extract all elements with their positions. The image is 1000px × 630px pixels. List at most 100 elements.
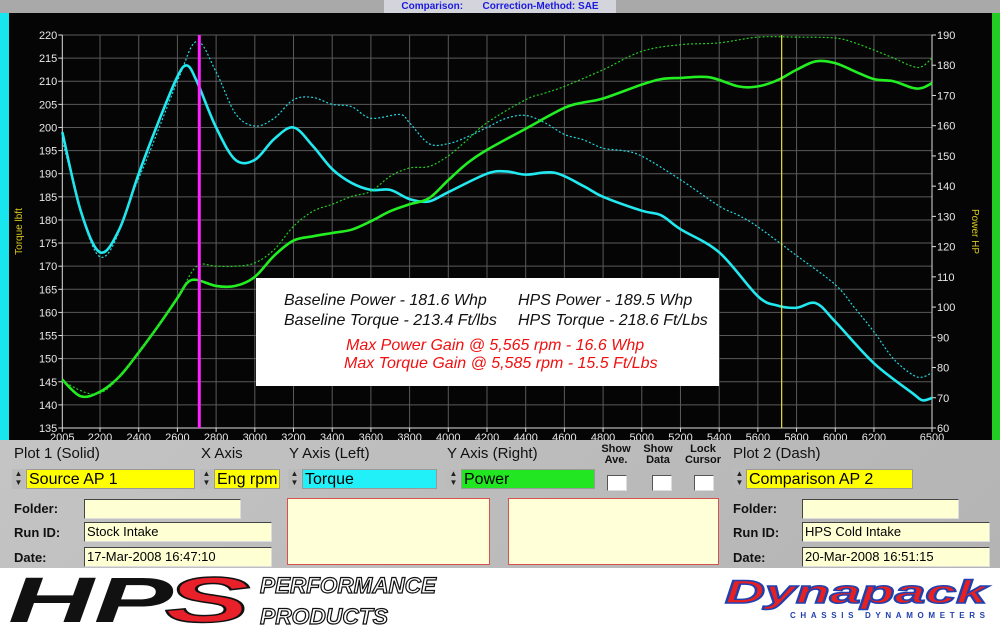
x-tick-label: 4600 bbox=[552, 432, 576, 440]
svg-text:CHASSIS DYNAMOMETERS: CHASSIS DYNAMOMETERS bbox=[790, 611, 986, 620]
x-tick-label: 2200 bbox=[88, 432, 112, 440]
plot2-folder-field[interactable] bbox=[802, 499, 959, 519]
x-tick-label: 3800 bbox=[397, 432, 421, 440]
y-left-tick-label: 155 bbox=[39, 331, 57, 343]
x-tick-label: 3000 bbox=[243, 432, 267, 440]
show-ave-checkbox[interactable] bbox=[607, 475, 627, 491]
baseline-torque: Baseline Torque - 213.4 Ft/lbs bbox=[284, 312, 497, 329]
y-right-tick-label: 190 bbox=[937, 30, 955, 42]
x-tick-label: 6000 bbox=[823, 432, 847, 440]
svg-text:S: S bbox=[165, 568, 251, 630]
series-power-dash bbox=[62, 36, 933, 395]
y-right-tick-label: 170 bbox=[937, 90, 955, 102]
plot2-select[interactable]: Comparison AP 2 bbox=[746, 469, 913, 489]
left-axis-color-strip bbox=[0, 13, 9, 440]
x-tick-label: 2800 bbox=[204, 432, 228, 440]
y-left-tick-label: 210 bbox=[39, 76, 57, 88]
show-data-checkbox[interactable] bbox=[652, 475, 672, 491]
hps-power: HPS Power - 189.5 Whp bbox=[518, 292, 693, 309]
y-right-tick-label: 90 bbox=[937, 332, 949, 344]
y-left-select[interactable]: Torque bbox=[302, 469, 437, 489]
y-right-select[interactable]: Power bbox=[461, 469, 595, 489]
x-tick-label: 5800 bbox=[784, 432, 808, 440]
svg-text:PRODUCTS: PRODUCTS bbox=[260, 604, 388, 629]
y-right-tick-label: 150 bbox=[937, 151, 955, 163]
svg-text:Dynapack: Dynapack bbox=[725, 574, 991, 610]
plot2-runid-label: Run ID: bbox=[733, 525, 780, 540]
y-axis-left-label: Y Axis (Left) bbox=[289, 445, 370, 462]
y-left-tick-label: 200 bbox=[39, 122, 57, 134]
y-left-tick-label: 195 bbox=[39, 146, 57, 158]
x-tick-label: 6200 bbox=[862, 432, 886, 440]
y-right-tick-label: 120 bbox=[937, 242, 955, 254]
y-left-tick-label: 135 bbox=[39, 423, 57, 435]
hps-logo: HP S PERFORMANCE PRODUCTS bbox=[8, 568, 438, 630]
y-right-spinner[interactable]: ▲ ▼ bbox=[447, 469, 460, 489]
y-left-tick-label: 145 bbox=[39, 377, 57, 389]
y-left-tick-label: 170 bbox=[39, 261, 57, 273]
y-right-tick-label: 60 bbox=[937, 423, 949, 435]
lock-cursor-label: Lock Cursor bbox=[684, 443, 722, 466]
show-data-label: Show Data bbox=[643, 443, 673, 466]
show-ave-label: Show Ave. bbox=[601, 443, 631, 466]
baseline-power: Baseline Power - 181.6 Whp bbox=[284, 292, 487, 309]
right-axis-color-strip bbox=[992, 13, 1000, 440]
y-left-tick-label: 175 bbox=[39, 238, 57, 250]
svg-text:PERFORMANCE: PERFORMANCE bbox=[260, 573, 437, 598]
y-left-tick-label: 150 bbox=[39, 354, 57, 366]
x-tick-label: 5600 bbox=[746, 432, 770, 440]
x-tick-label: 5000 bbox=[630, 432, 654, 440]
hps-torque: HPS Torque - 218.6 Ft/Lbs bbox=[518, 312, 708, 329]
x-tick-label: 6500 bbox=[920, 432, 944, 440]
plot1-folder-label: Folder: bbox=[14, 501, 59, 516]
x-tick-label: 3200 bbox=[281, 432, 305, 440]
y-right-tick-label: 180 bbox=[937, 60, 955, 72]
dynapack-logo: Dynapack CHASSIS DYNAMOMETERS bbox=[724, 573, 991, 620]
x-tick-label: 4400 bbox=[513, 432, 537, 440]
y-left-tick-label: 180 bbox=[39, 215, 57, 227]
plot1-select[interactable]: Source AP 1 bbox=[26, 469, 195, 489]
notes-area-2[interactable] bbox=[508, 498, 719, 565]
y-right-tick-label: 130 bbox=[937, 211, 955, 223]
lock-cursor-checkbox[interactable] bbox=[694, 475, 714, 491]
y-left-tick-label: 140 bbox=[39, 400, 57, 412]
y-left-tick-label: 185 bbox=[39, 192, 57, 204]
chart-title: Comparison: Correction-Method: SAE bbox=[384, 0, 616, 13]
notes-area-1[interactable] bbox=[287, 498, 490, 565]
x-tick-label: 3400 bbox=[320, 432, 344, 440]
series-torque-dash bbox=[61, 40, 933, 378]
y-right-tick-label: 80 bbox=[937, 363, 949, 375]
y-left-spinner[interactable]: ▲ ▼ bbox=[288, 469, 301, 489]
max-torque-gain: Max Torque Gain @ 5,585 rpm - 15.5 Ft/Lb… bbox=[344, 355, 658, 372]
plot2-date-field[interactable]: 20-Mar-2008 16:51:15 bbox=[802, 547, 990, 567]
y-right-tick-label: 110 bbox=[937, 272, 955, 284]
y-left-tick-label: 215 bbox=[39, 53, 57, 65]
plot1-runid-field[interactable]: Stock Intake bbox=[84, 522, 272, 542]
x-tick-label: 2600 bbox=[165, 432, 189, 440]
y-right-axis-title: Power HP bbox=[969, 209, 980, 254]
y-right-tick-label: 140 bbox=[937, 181, 955, 193]
x-axis-spinner[interactable]: ▲ ▼ bbox=[200, 469, 213, 489]
plot1-date-field[interactable]: 17-Mar-2008 16:47:10 bbox=[84, 547, 272, 567]
x-tick-label: 5200 bbox=[668, 432, 692, 440]
series-power-solid bbox=[61, 59, 933, 399]
y-right-tick-label: 100 bbox=[937, 302, 955, 314]
plot1-folder-field[interactable] bbox=[84, 499, 241, 519]
plot2-folder-label: Folder: bbox=[733, 501, 778, 516]
chart-svg: 2005 2200 2400 2600 2800 3000 3200 3400 3600 3800… bbox=[14, 30, 980, 440]
plot2-runid-field[interactable]: HPS Cold Intake bbox=[802, 522, 990, 542]
plot1-spinner[interactable]: ▲ ▼ bbox=[12, 469, 25, 489]
results-box: Baseline Power - 181.6 Whp Baseline Torq… bbox=[256, 278, 719, 386]
plot2-date-label: Date: bbox=[733, 550, 766, 565]
logo-bar: HP S PERFORMANCE PRODUCTS Dynapack CHASS… bbox=[0, 568, 1000, 630]
plot2-spinner[interactable]: ▲ ▼ bbox=[733, 469, 746, 489]
logos-svg: HP S PERFORMANCE PRODUCTS Dynapack CHASS… bbox=[8, 568, 992, 630]
plot1-label: Plot 1 (Solid) bbox=[14, 445, 100, 462]
x-tick-label: 4800 bbox=[591, 432, 615, 440]
y-left-tick-label: 220 bbox=[39, 30, 57, 42]
y-left-axis-title: Torque lbft bbox=[14, 208, 25, 255]
x-axis-select[interactable]: Eng rpm bbox=[214, 469, 280, 489]
y-left-tick-label: 160 bbox=[39, 307, 57, 319]
x-tick-label: 4000 bbox=[436, 432, 460, 440]
y-left-tick-label: 165 bbox=[39, 284, 57, 296]
